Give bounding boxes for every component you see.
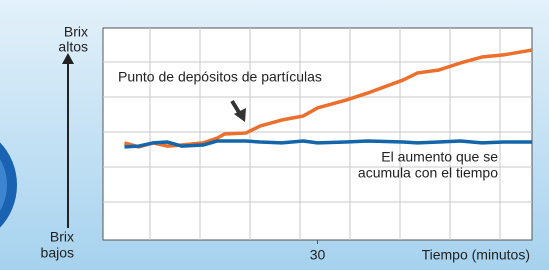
y-low-label: bajos [41,245,74,261]
y-high-label: altos [58,39,88,55]
annotation: El aumento que se [381,149,498,165]
x-tick-label: 30 [310,247,326,263]
page: {"chart_data": { "type": "line", "y_labe… [0,0,549,270]
y-high-label: Brix [64,24,88,40]
annotation: Punto de depósitos de partículas [118,69,322,85]
chart: Brix altos Brix bajos Tiempo (minutos) P… [0,0,549,270]
annotation: acumula con el tiempo [358,165,498,181]
x-axis-label: Tiempo (minutos) [422,247,530,263]
y-low-label: Brix [50,229,74,245]
